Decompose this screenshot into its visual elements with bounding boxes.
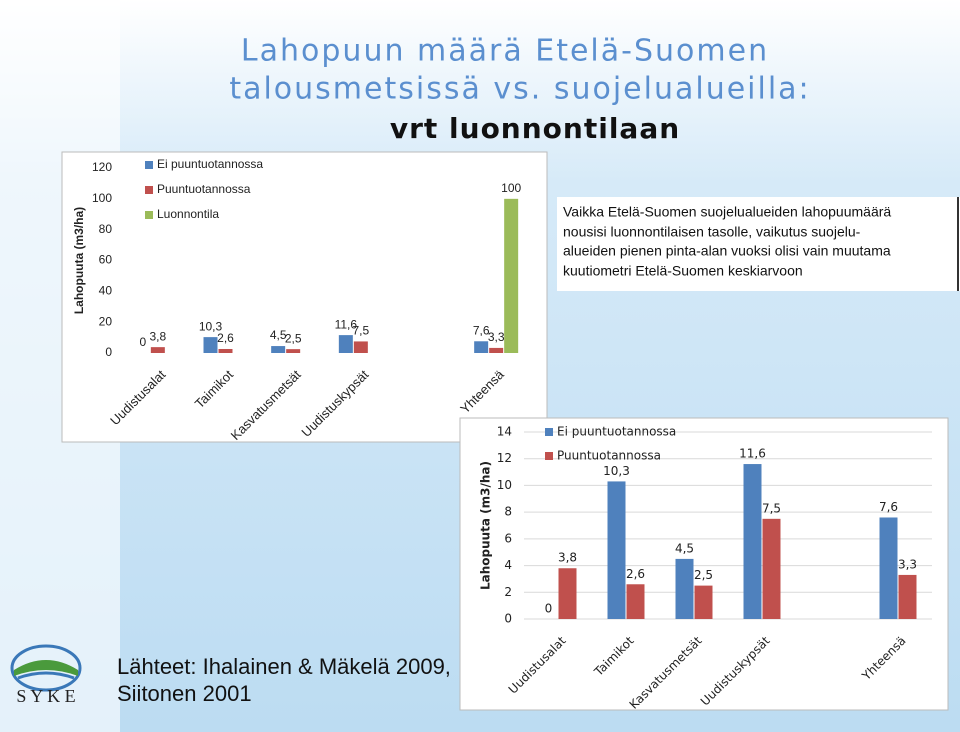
value-label: 2,5 (285, 331, 302, 345)
value-label: 7,6 (879, 500, 898, 514)
logo-wave (17, 671, 75, 680)
bar (762, 518, 781, 619)
bar (286, 349, 301, 353)
y-tick-label: 2 (504, 585, 512, 599)
subtitle: vrt luonnontilaan (390, 112, 680, 145)
source-line: Siitonen 2001 (117, 681, 252, 706)
title-line: talousmetsissä vs. suojelualueilla: (229, 72, 810, 107)
legend-label: Ei puuntuotannossa (557, 425, 676, 439)
bar (504, 198, 519, 353)
y-tick-label: 120 (92, 160, 112, 174)
bar (474, 341, 489, 353)
legend-swatch (145, 161, 153, 169)
y-tick-label: 100 (92, 191, 112, 205)
y-tick-label: 40 (99, 284, 113, 298)
y-tick-label: 20 (99, 314, 113, 328)
bar (879, 517, 898, 619)
bar (353, 341, 368, 353)
value-label: 2,6 (626, 567, 645, 581)
bar (675, 558, 694, 619)
bar (694, 585, 713, 619)
chart-frame (61, 151, 548, 443)
y-tick-label: 12 (497, 451, 512, 465)
bar (626, 584, 645, 619)
note-line: nousisi luonnontilaisen tasolle, vaikutu… (563, 224, 861, 240)
value-label: 7,5 (762, 501, 781, 515)
y-tick-label: 10 (497, 478, 512, 492)
logo-ring (10, 644, 82, 692)
legend-label: Puuntuotannossa (557, 449, 661, 463)
y-tick-label: 60 (99, 253, 113, 267)
legend-label: Luonnontila (157, 207, 219, 221)
legend-swatch (545, 452, 553, 460)
y-tick-label: 80 (99, 222, 113, 236)
legend-swatch (145, 211, 153, 219)
legend-swatch (545, 428, 553, 436)
y-axis-title: Lahopuuta (m3/ha) (479, 461, 493, 590)
logo: S Y K E (10, 644, 82, 706)
y-tick-label: 6 (504, 531, 512, 545)
bar (218, 348, 233, 353)
bar (338, 335, 353, 353)
note-line: alueiden pienen pinta-alan vuoksi olisi … (563, 243, 891, 259)
bar (743, 464, 762, 619)
note-line: kuutiometri Etelä-Suomen keskiarvoon (563, 263, 803, 279)
legend-swatch (145, 186, 153, 194)
value-label: 7,5 (352, 324, 369, 338)
bar (898, 574, 917, 619)
note-box (557, 197, 960, 291)
bar (203, 337, 218, 353)
value-label: 2,5 (694, 568, 713, 582)
value-label: 7,6 (473, 323, 490, 337)
bar (150, 347, 165, 353)
y-tick-label: 8 (504, 505, 512, 519)
value-label: 4,5 (675, 541, 694, 555)
value-label: 3,8 (149, 329, 166, 343)
value-label: 11,6 (335, 317, 358, 331)
value-label: 10,3 (603, 464, 630, 478)
bar (271, 346, 286, 353)
value-label: 0 (139, 335, 146, 349)
value-label: 4,5 (270, 328, 287, 342)
value-label: 10,3 (199, 319, 223, 333)
value-label: 11,6 (739, 447, 766, 461)
logo-hill (14, 660, 78, 676)
bar (558, 568, 577, 619)
legend-label: Puuntuotannossa (157, 182, 251, 196)
value-label: 3,3 (488, 330, 505, 344)
value-label: 3,3 (898, 557, 917, 571)
bar (607, 481, 626, 619)
y-tick-label: 14 (497, 425, 512, 439)
y-tick-label: 0 (504, 612, 512, 626)
legend-label: Ei puuntuotannossa (157, 157, 263, 171)
value-label: 2,6 (217, 331, 234, 345)
y-tick-label: 4 (504, 558, 512, 572)
value-label: 100 (501, 181, 521, 195)
value-label: 0 (545, 602, 553, 616)
chart-frame (459, 417, 949, 711)
logo-text: S Y K E (16, 686, 75, 706)
y-tick-label: 0 (105, 345, 112, 359)
bar (489, 347, 504, 353)
y-axis-title: Lahopuuta (m3/ha) (72, 207, 86, 314)
note-line: Vaikka Etelä-Suomen suojelualueiden laho… (563, 204, 891, 220)
source-line: Lähteet: Ihalainen & Mäkelä 2009, (117, 654, 451, 679)
value-label: 3,8 (558, 551, 577, 565)
title-line: Lahopuun määrä Etelä-Suomen (241, 34, 769, 69)
